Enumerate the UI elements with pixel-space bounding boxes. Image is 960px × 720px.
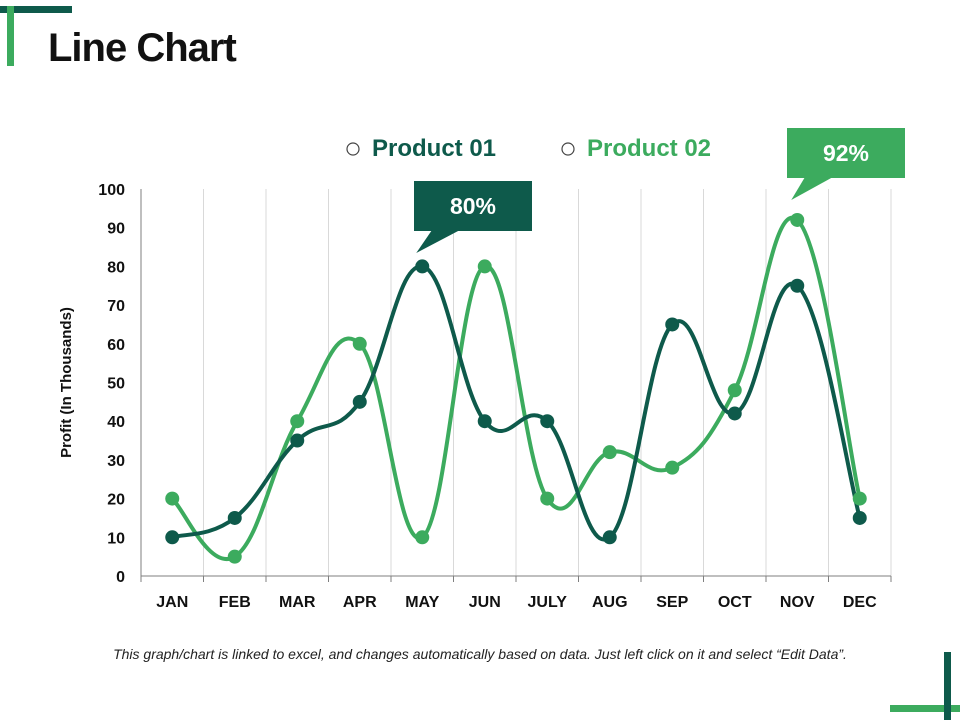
data-point-series-1 bbox=[227, 510, 242, 525]
legend-label: Product 01 bbox=[372, 135, 496, 162]
x-tick-label: SEP bbox=[656, 594, 688, 611]
y-tick-label: 100 bbox=[98, 182, 125, 199]
data-point-series-1 bbox=[165, 530, 180, 545]
data-point-series-2 bbox=[477, 259, 492, 274]
x-tick-label: JAN bbox=[156, 594, 188, 611]
y-tick-label: 90 bbox=[107, 221, 125, 238]
y-tick-label: 0 bbox=[116, 569, 125, 586]
x-tick-label: JULY bbox=[528, 594, 568, 611]
line-chart: 0 10 20 30 40 50 60 70 80 90 100 JAN FEB MAR APR MAY JUN… bbox=[58, 128, 905, 611]
y-tick-label: 50 bbox=[107, 376, 125, 393]
callout-nov: 92% bbox=[787, 128, 905, 200]
y-tick-label: 30 bbox=[107, 453, 125, 470]
callout-pointer bbox=[791, 177, 833, 200]
data-point-series-2 bbox=[227, 549, 242, 564]
x-tick-label: MAY bbox=[405, 594, 439, 611]
data-point-series-2 bbox=[290, 414, 305, 429]
data-point-series-1 bbox=[477, 414, 492, 429]
y-tick-label: 80 bbox=[107, 259, 125, 276]
data-point-series-1 bbox=[290, 433, 305, 448]
slide-title: Line Chart bbox=[48, 26, 237, 70]
data-point-series-1 bbox=[415, 259, 430, 274]
data-point-series-2 bbox=[415, 530, 430, 545]
data-point-series-2 bbox=[165, 491, 180, 506]
data-point-series-1 bbox=[790, 278, 805, 293]
data-point-series-2 bbox=[727, 383, 742, 398]
y-axis-label: Profit (In Thousands) bbox=[58, 307, 75, 458]
data-point-series-2 bbox=[602, 445, 617, 460]
x-tick-label: OCT bbox=[718, 594, 752, 611]
legend-entry-2: Product 02 bbox=[561, 135, 711, 162]
x-tick-label: JUN bbox=[469, 594, 501, 611]
y-tick-label: 40 bbox=[107, 414, 125, 431]
y-tick-label: 70 bbox=[107, 298, 125, 315]
callout-label: 92% bbox=[823, 140, 869, 166]
data-point-series-1 bbox=[540, 414, 555, 429]
x-tick-label: APR bbox=[343, 594, 377, 611]
x-tick-label: FEB bbox=[219, 594, 251, 611]
x-tick-label: AUG bbox=[592, 594, 628, 611]
data-point-series-2 bbox=[540, 491, 555, 506]
x-tick-label: DEC bbox=[843, 594, 877, 611]
data-point-series-1 bbox=[602, 530, 617, 545]
callout-label: 80% bbox=[450, 193, 496, 219]
data-point-series-2 bbox=[852, 491, 867, 506]
data-point-series-1 bbox=[352, 394, 367, 409]
data-point-series-1 bbox=[852, 510, 867, 525]
callout-may: 80% bbox=[414, 181, 532, 253]
y-tick-label: 20 bbox=[107, 492, 125, 509]
chart-footnote: This graph/chart is linked to excel, and… bbox=[113, 646, 847, 662]
x-tick-label: MAR bbox=[279, 594, 316, 611]
legend-marker-icon bbox=[346, 142, 360, 156]
bottom-right-corner-decoration bbox=[890, 652, 960, 720]
data-point-series-1 bbox=[727, 406, 742, 421]
data-point-series-2 bbox=[352, 336, 367, 351]
data-point-series-2 bbox=[790, 212, 805, 227]
data-point-series-2 bbox=[665, 460, 680, 475]
legend-label: Product 02 bbox=[587, 135, 711, 162]
data-point-series-1 bbox=[665, 317, 680, 332]
y-tick-label: 60 bbox=[107, 337, 125, 354]
x-tick-label: NOV bbox=[780, 594, 815, 611]
top-left-corner-decoration bbox=[0, 6, 72, 66]
legend-entry-1: Product 01 bbox=[346, 135, 496, 162]
callout-box bbox=[787, 128, 905, 178]
callout-box bbox=[414, 181, 532, 231]
y-tick-label: 10 bbox=[107, 530, 125, 547]
legend-marker-icon bbox=[561, 142, 575, 156]
callout-pointer bbox=[416, 230, 460, 253]
